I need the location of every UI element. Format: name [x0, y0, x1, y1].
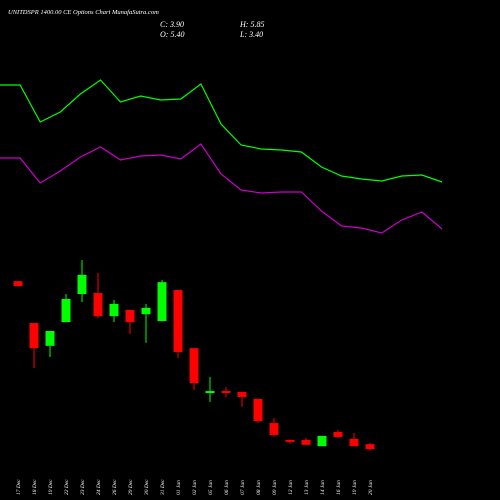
candle-body [93, 293, 103, 317]
info-open: O: 5.40 [160, 30, 184, 39]
candle-body [301, 439, 311, 445]
candle-body [141, 307, 151, 315]
candle-body [189, 348, 199, 384]
candle-body [365, 444, 375, 450]
x-tick-label: 16 Jan [336, 480, 342, 495]
x-tick-label: 17 Dec [16, 479, 22, 495]
candle-body [61, 298, 71, 323]
candle-body [77, 274, 87, 295]
x-tick-label: 20 Jan [368, 480, 374, 495]
candle-body [285, 439, 295, 442]
candle-body [45, 330, 55, 346]
candle-body [173, 290, 183, 353]
x-tick-label: 30 Dec [144, 479, 150, 496]
x-tick-label: 18 Dec [32, 479, 38, 495]
candle-body [221, 391, 231, 394]
x-tick-label: 06 Jan [224, 480, 230, 495]
candle-body [205, 391, 215, 394]
x-tick-label: 14 Jan [319, 480, 326, 495]
info-low: L: 3.40 [239, 30, 263, 39]
candle-body [349, 438, 359, 447]
x-tick-label: 09 Jan [272, 480, 278, 495]
x-tick-label: 05 Jan [208, 480, 214, 495]
candle-body [13, 281, 23, 287]
x-tick-label: 31 Dec [160, 479, 166, 496]
candle-body [109, 303, 119, 317]
x-tick-label: 19 Dec [48, 479, 54, 495]
x-tick-label: 26 Dec [112, 479, 118, 495]
candle-body [157, 282, 167, 322]
candle-body [237, 392, 247, 397]
info-close: C: 3.90 [160, 20, 184, 29]
x-tick-label: 07 Jan [240, 480, 246, 495]
indicator-line [0, 79, 443, 183]
x-tick-label: 13 Jan [304, 480, 310, 495]
x-tick-label: 23 Dec [80, 479, 86, 495]
candle-body [333, 431, 343, 437]
info-high: H: 5.85 [239, 20, 264, 29]
x-tick-label: 24 Dec [95, 479, 102, 495]
candle-body [253, 398, 263, 422]
candle-body [317, 435, 327, 447]
x-tick-label: 19 Jan [352, 480, 358, 495]
x-tick-label: 12 Jan [288, 480, 294, 495]
candle-body [29, 323, 39, 349]
x-tick-label: 29 Dec [128, 479, 134, 495]
x-tick-label: 22 Dec [64, 479, 70, 495]
x-tick-label: 01 Jan [176, 480, 182, 495]
x-tick-label: 02 Jan [192, 480, 198, 495]
x-tick-label: 08 Jan [256, 480, 262, 495]
candle-body [269, 423, 279, 435]
candle-body [125, 309, 135, 323]
chart-title: UNITDSPR 1400.00 CE Options Chart Munafa… [8, 9, 159, 16]
indicator-line [0, 143, 443, 234]
